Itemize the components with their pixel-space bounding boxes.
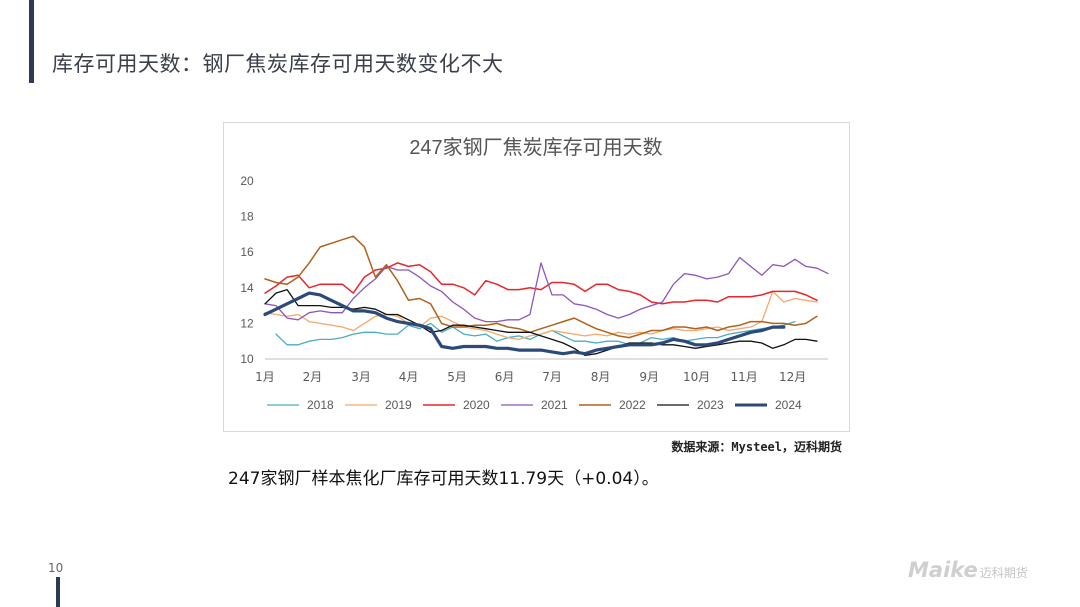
- series-line-2023: [264, 288, 818, 357]
- series-line-2022: [264, 235, 818, 339]
- legend-label-2021: 2021: [541, 398, 568, 412]
- y-tick-label: 14: [240, 281, 254, 295]
- chart-legend: 2018 2019 2020 2021 2022 2023 2024: [267, 398, 802, 412]
- x-tick-label: 6月: [495, 370, 515, 384]
- legend-label-2019: 2019: [385, 398, 412, 412]
- page-number: 10: [48, 561, 64, 575]
- x-tick-label: 7月: [542, 370, 562, 384]
- x-tick-label: 2月: [303, 370, 323, 384]
- y-axis: 10 12 14 16 18 20: [240, 174, 254, 366]
- series-line-2019: [264, 290, 818, 341]
- legend-label-2022: 2022: [619, 398, 646, 412]
- line-chart: 247家钢厂焦炭库存可用天数 10 12 14 16 18 20 1月 2月 3月 4月 5月 6月…: [240, 136, 829, 412]
- series-line-2024: [263, 291, 786, 356]
- y-tick-label: 18: [240, 210, 254, 224]
- footer-accent-bar: [56, 577, 60, 607]
- legend-label-2018: 2018: [307, 398, 334, 412]
- logo-wordmark: Maike: [908, 558, 978, 582]
- data-source-note: 数据来源：Mysteel，迈科期货: [671, 440, 842, 454]
- series-lines: [263, 235, 829, 357]
- chart-frame: 247家钢厂焦炭库存可用天数 10 12 14 16 18 20 1月 2月 3月 4月 5月 6月…: [223, 122, 850, 432]
- x-tick-label: 5月: [447, 370, 467, 384]
- series-line-2018: [275, 320, 796, 346]
- y-tick-label: 20: [240, 174, 254, 188]
- x-tick-label: 8月: [591, 370, 611, 384]
- y-tick-label: 16: [240, 245, 254, 259]
- x-tick-label: 9月: [639, 370, 659, 384]
- x-tick-label: 12月: [779, 370, 806, 384]
- chart-title: 247家钢厂焦炭库存可用天数: [409, 136, 662, 159]
- x-tick-label: 3月: [351, 370, 371, 384]
- x-tick-label: 10月: [683, 370, 710, 384]
- series-line-2021: [264, 256, 829, 323]
- title-accent-bar: [29, 0, 34, 83]
- legend-label-2024: 2024: [775, 398, 802, 412]
- legend-label-2023: 2023: [697, 398, 724, 412]
- series-line-2020: [264, 262, 818, 305]
- company-logo: Maike 迈科期货: [908, 558, 1028, 582]
- logo-chinese-name: 迈科期货: [979, 566, 1028, 580]
- x-tick-label: 11月: [730, 370, 757, 384]
- x-axis: 1月 2月 3月 4月 5月 6月 7月 8月 9月 10月 11月 12月: [255, 358, 828, 384]
- x-tick-label: 1月: [255, 370, 275, 384]
- y-tick-label: 10: [240, 352, 254, 366]
- summary-text: 247家钢厂样本焦化厂库存可用天数11.79天（+0.04）。: [228, 469, 659, 489]
- y-tick-label: 12: [240, 316, 254, 330]
- legend-label-2020: 2020: [463, 398, 490, 412]
- x-tick-label: 4月: [399, 370, 419, 384]
- slide-title: 库存可用天数：钢厂焦炭库存可用天数变化不大: [52, 52, 504, 76]
